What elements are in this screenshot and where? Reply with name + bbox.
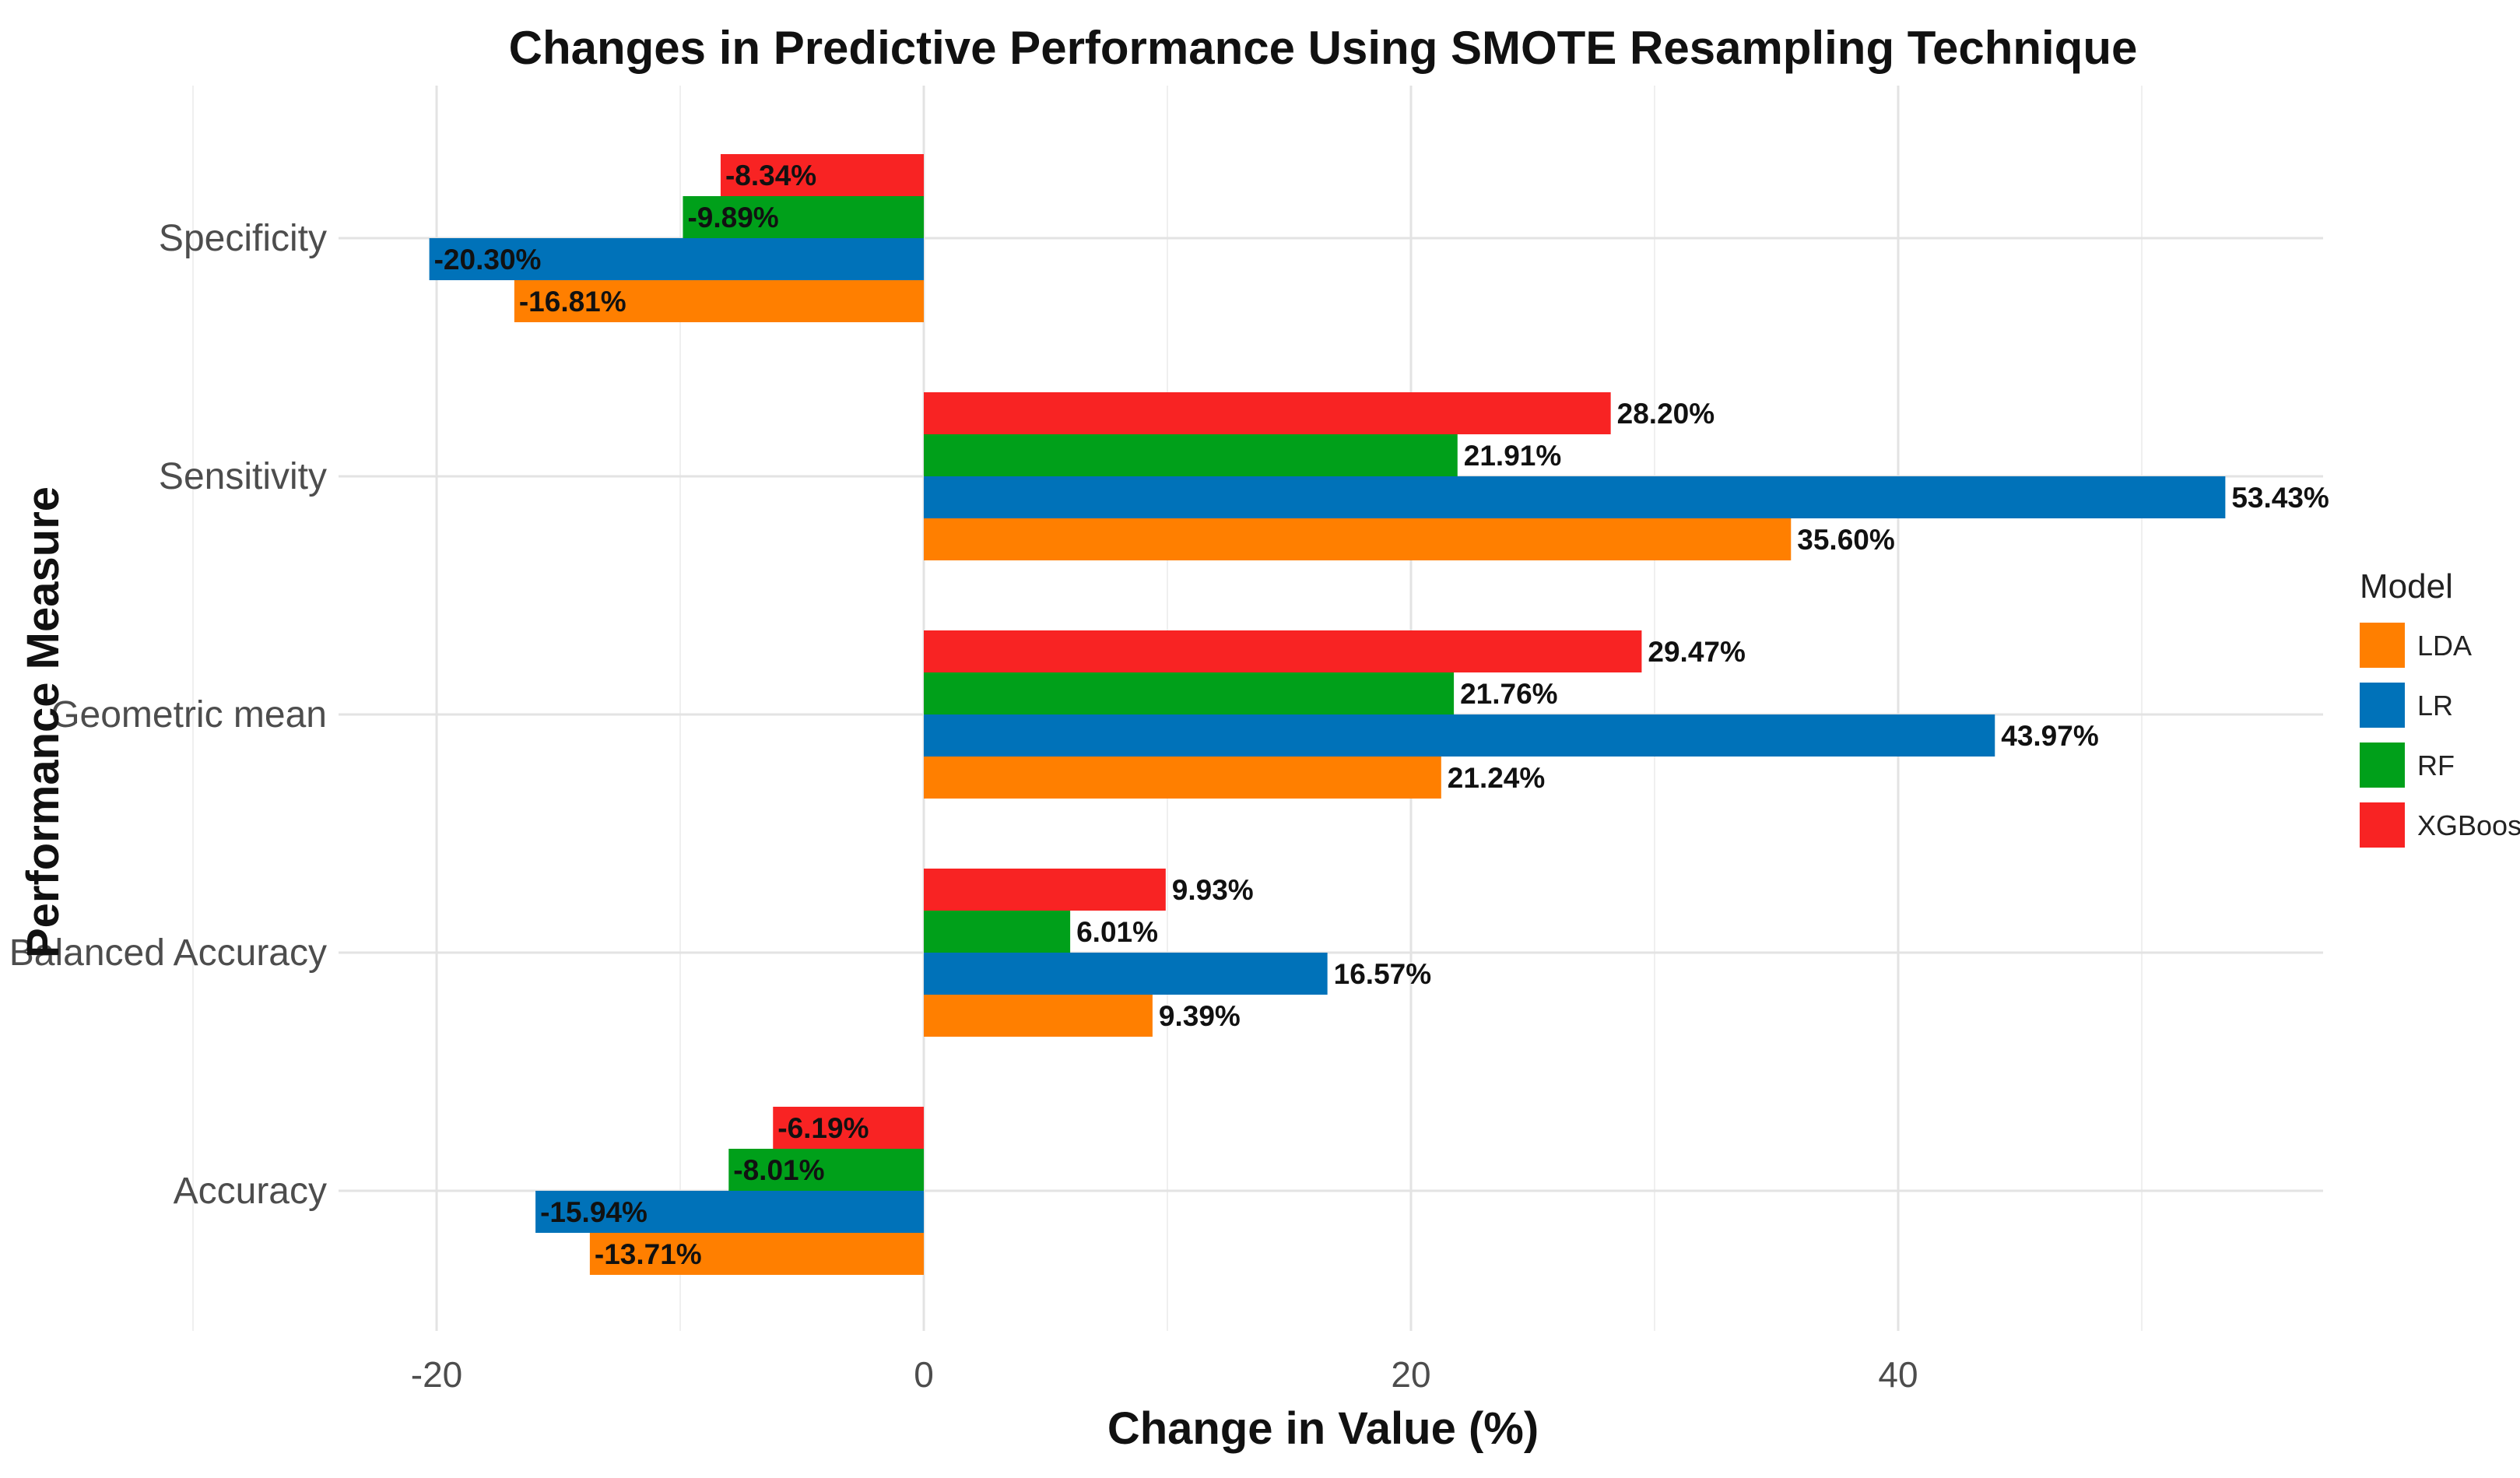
legend-key-lda: [2360, 623, 2405, 668]
bar-data-label: -16.81%: [519, 286, 626, 318]
bar-lda: [924, 995, 1153, 1037]
bar-data-label: 53.43%: [2231, 482, 2329, 514]
legend-key-rf: [2360, 743, 2405, 788]
bar-data-label: 43.97%: [2001, 720, 2099, 752]
bar-data-label: -15.94%: [540, 1196, 648, 1228]
bar-data-label: -8.01%: [733, 1154, 824, 1186]
bar-data-label: 9.93%: [1172, 874, 1254, 906]
bar-data-label: 6.01%: [1076, 916, 1158, 948]
bar-lda: [589, 1233, 924, 1275]
x-tick-label: 20: [1391, 1354, 1430, 1395]
bar-data-label: 29.47%: [1648, 636, 1746, 668]
bar-data-label: -20.30%: [434, 244, 542, 276]
y-tick-label: Specificity: [159, 218, 327, 259]
y-tick-label: Accuracy: [174, 1171, 327, 1212]
bar-xgboost: [924, 869, 1166, 911]
bar-lr: [924, 476, 2226, 518]
bar-rf: [728, 1149, 924, 1191]
x-tick-label: 40: [1878, 1354, 1918, 1395]
legend-label: XGBoost: [2417, 809, 2520, 841]
bar-labels: -13.71% -15.94% -8.01% -6.19% 9.39% 16.57% 6.0…: [434, 160, 2329, 1270]
bar-data-label: -6.19%: [777, 1112, 869, 1144]
bar-data-label: 9.39%: [1159, 1000, 1241, 1032]
bar-lr: [924, 953, 1328, 995]
bar-rf: [683, 196, 924, 238]
y-axis-ticks: Accuracy Balanced Accuracy Geometric mean S…: [9, 218, 327, 1212]
chart-title: Changes in Predictive Performance Using …: [509, 22, 2138, 74]
bar-rf: [924, 672, 1455, 714]
bar-data-label: -13.71%: [595, 1238, 702, 1270]
bar-lr: [535, 1191, 924, 1233]
bar-rf: [924, 434, 1458, 476]
bar-data-label: 28.20%: [1617, 398, 1715, 430]
bar-lr: [429, 238, 924, 280]
bar-xgboost: [924, 630, 1642, 672]
y-tick-label: Sensitivity: [159, 456, 327, 497]
bar-xgboost: [773, 1107, 924, 1149]
legend-key-xgboost: [2360, 802, 2405, 848]
bar-data-label: 21.91%: [1464, 440, 1562, 472]
bar-data-label: 35.60%: [1797, 524, 1895, 556]
bar-data-label: 21.24%: [1448, 762, 1546, 794]
bar-lda: [514, 280, 924, 322]
legend-key-lr: [2360, 683, 2405, 728]
x-tick-label: -20: [411, 1354, 462, 1395]
x-axis-ticks: -20 0 20 40: [411, 1354, 1918, 1395]
bar-lda: [924, 518, 1792, 560]
bar-xgboost: [924, 392, 1611, 434]
legend-label: LDA: [2417, 630, 2472, 662]
legend-label: LR: [2417, 690, 2453, 721]
bar-data-label: -8.34%: [725, 160, 816, 191]
x-axis-title: Change in Value (%): [1107, 1403, 1539, 1454]
bar-rf: [924, 911, 1071, 953]
legend: Model LDA LR RF XGBoost: [2360, 567, 2520, 848]
y-tick-label: Geometric mean: [51, 694, 327, 735]
bar-lda: [924, 757, 1441, 799]
bar-data-label: -9.89%: [687, 202, 778, 233]
bar-lr: [924, 714, 1995, 757]
bar-data-label: 21.76%: [1460, 678, 1558, 710]
legend-label: RF: [2417, 750, 2455, 781]
x-tick-label: 0: [914, 1354, 934, 1395]
y-axis-title: Performance Measure: [18, 486, 68, 958]
legend-title: Model: [2360, 567, 2453, 606]
bar-data-label: 16.57%: [1334, 958, 1432, 990]
y-tick-label: Balanced Accuracy: [9, 932, 327, 974]
bars: [429, 154, 2226, 1275]
bar-xgboost: [720, 154, 924, 196]
